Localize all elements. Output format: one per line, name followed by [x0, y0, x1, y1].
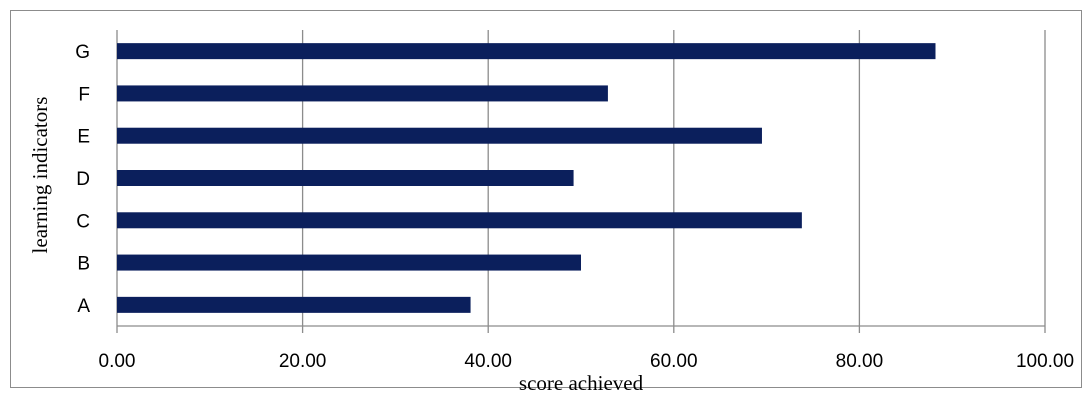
- x-tick-label: 100.00: [1016, 351, 1074, 372]
- bar-e: [117, 127, 762, 144]
- bar-a: [117, 296, 471, 313]
- x-tick-labels: 0.00 20.00 40.00 60.00 80.00 100.00: [99, 351, 1075, 372]
- x-tick-label: 20.00: [279, 351, 327, 372]
- category-label: C: [76, 211, 90, 232]
- bar-d: [117, 170, 574, 186]
- category-label: D: [76, 169, 90, 190]
- x-tick-label: 40.00: [464, 351, 512, 372]
- y-axis-title: learning indicators: [28, 97, 52, 254]
- category-labels: AB CDE FG: [75, 42, 90, 317]
- x-tick-label: 60.00: [650, 351, 698, 372]
- bars: [117, 43, 936, 313]
- bar-c: [117, 212, 802, 229]
- category-label: B: [77, 254, 90, 275]
- bar-f: [117, 85, 608, 102]
- category-label: G: [75, 42, 90, 63]
- x-axis-title: score achieved: [519, 371, 644, 394]
- category-label: E: [77, 127, 90, 148]
- bar-g: [117, 43, 936, 60]
- category-label: A: [77, 296, 90, 317]
- x-tick-label: 0.00: [99, 351, 136, 372]
- chart-frame: [10, 10, 1082, 388]
- gridlines: [116, 30, 1046, 333]
- bar-b: [117, 254, 581, 271]
- x-tick-label: 80.00: [836, 351, 884, 372]
- category-label: F: [78, 84, 90, 105]
